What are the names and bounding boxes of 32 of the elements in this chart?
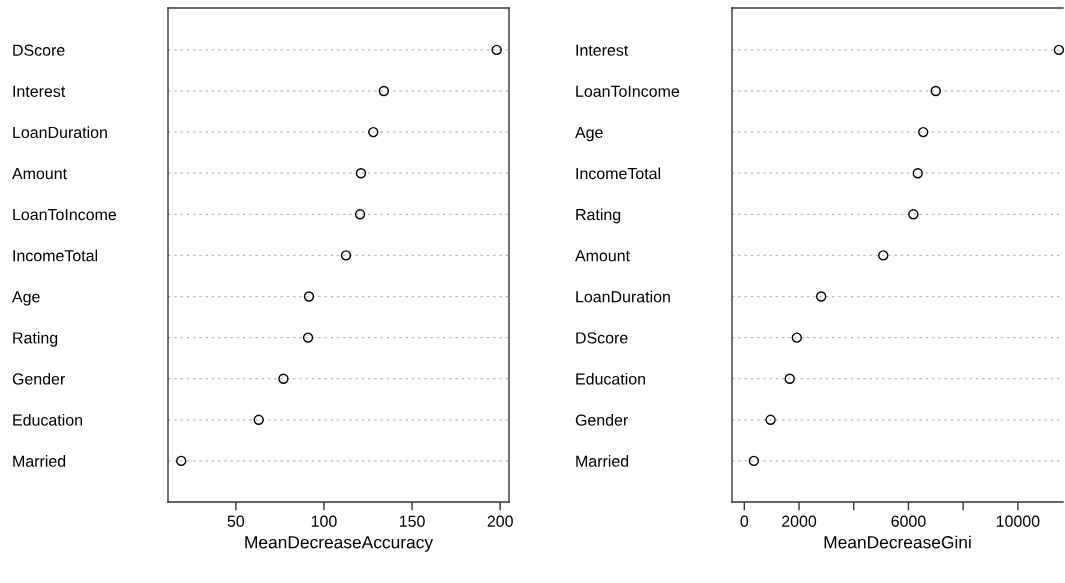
y-tick-label: Education	[576, 372, 645, 385]
y-tick-label: Rating	[13, 331, 58, 347]
y-tick-label: DScore	[576, 332, 628, 344]
y-tick-label: Interest	[576, 44, 629, 56]
x-tick-label: 2000	[782, 515, 817, 527]
y-tick-label: DScore	[13, 44, 65, 56]
x-tick-label: 100	[311, 515, 337, 527]
y-tick-label: Married	[576, 455, 629, 467]
x-tick-label: 0	[740, 515, 749, 527]
y-tick-label: LoanDuration	[576, 290, 670, 303]
y-tick-label: Married	[13, 455, 66, 467]
y-tick-label: LoanToIncome	[576, 85, 680, 97]
y-tick-label: LoanDuration	[13, 126, 107, 139]
y-tick-label: Interest	[13, 85, 66, 97]
y-tick-label: IncomeTotal	[13, 249, 98, 262]
y-tick-label: Education	[13, 414, 82, 426]
y-tick-label: Rating	[576, 208, 621, 224]
y-tick-label: Age	[12, 291, 40, 306]
x-tick-label: 150	[399, 515, 425, 527]
y-tick-label: IncomeTotal	[576, 167, 661, 180]
x-tick-label: 200	[487, 515, 513, 527]
x-tick-label: 50	[227, 515, 245, 527]
y-tick-label: Age	[575, 126, 603, 142]
y-tick-label: Gender	[12, 372, 66, 385]
x-axis-title: MeanDecreaseAccuracy	[245, 536, 434, 552]
x-tick-label: 10000	[996, 515, 1040, 527]
y-tick-label: Amount	[575, 250, 630, 262]
x-tick-label: 6000	[891, 515, 926, 527]
y-tick-label: LoanToIncome	[13, 209, 117, 221]
y-tick-label: Amount	[12, 168, 67, 180]
y-tick-label: Gender	[575, 414, 629, 426]
x-axis-title: MeanDecreaseGini	[824, 535, 971, 549]
